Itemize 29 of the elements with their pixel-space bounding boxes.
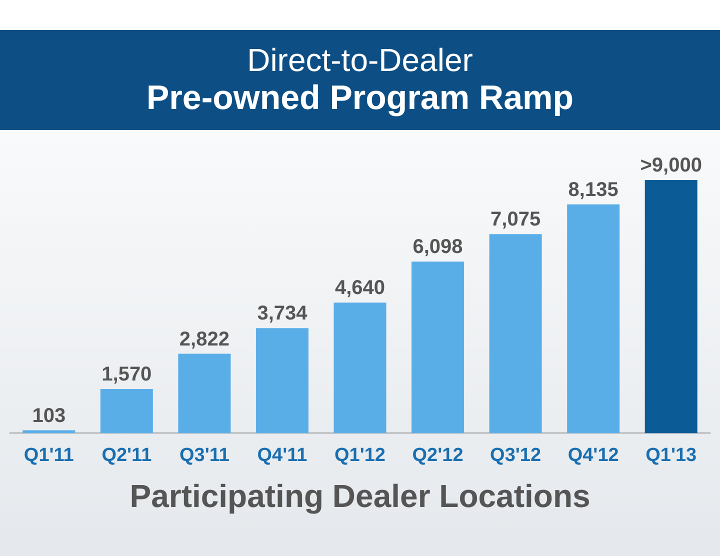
data-label: 4,640 — [334, 277, 386, 300]
bar — [644, 180, 698, 434]
bar — [412, 262, 464, 434]
bar — [567, 204, 620, 434]
chart-subtitle: Pre-owned Program Ramp — [146, 79, 574, 118]
x-tick-label: Q2'11 — [102, 444, 152, 466]
x-tick-label: Q3'12 — [490, 444, 542, 466]
bar — [100, 389, 153, 434]
chart-title: Direct-to-Dealer — [246, 42, 474, 79]
data-label: 3,734 — [257, 302, 308, 325]
data-label: 2,822 — [179, 328, 230, 350]
data-label: 1,570 — [102, 364, 152, 386]
x-tick-label: Q3'11 — [179, 444, 230, 466]
x-axis-title: Participating Dealer Locations — [128, 478, 592, 515]
data-label: 8,135 — [568, 178, 618, 201]
x-tick-label: Q1'11 — [24, 444, 74, 466]
bar — [334, 302, 386, 434]
bar — [489, 234, 542, 434]
x-tick-label: Q4'11 — [257, 444, 308, 466]
data-label: 103 — [32, 404, 66, 427]
data-label: 6,098 — [412, 236, 463, 258]
x-tick-label: Q1'12 — [334, 444, 386, 466]
x-tick-label: Q1'13 — [646, 444, 697, 466]
x-tick-label: Q2'12 — [412, 444, 464, 466]
bar — [178, 354, 231, 434]
data-label: >9,000 — [640, 154, 702, 177]
bar — [256, 328, 308, 434]
x-tick-label: Q4'12 — [568, 444, 619, 466]
data-label: 7,075 — [490, 208, 541, 231]
